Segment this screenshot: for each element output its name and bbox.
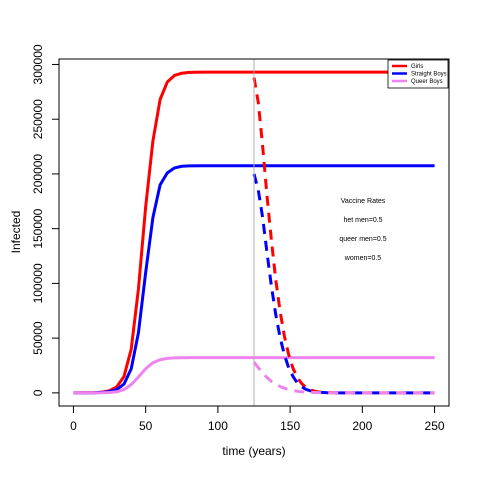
y-tick-label: 150000 [31,208,45,248]
y-tick-label: 100000 [31,263,45,303]
series-line-straight-boys-vaccinated [252,173,435,395]
annotation-line: het men=0.5 [343,217,382,224]
x-tick-label: 250 [425,419,445,433]
x-axis: 0 50 100 150 200 250 [70,405,445,433]
annotation-line: Vaccine Rates [341,198,386,205]
y-tick-label: 200000 [31,154,45,194]
x-axis-title: time (years) [222,444,285,458]
vaccine-rates-annotation: Vaccine Rates het men=0.5 queer men=0.5 wom… [339,198,386,262]
x-tick-label: 0 [70,419,77,433]
x-tick-label: 150 [280,419,300,433]
y-tick-label: 50000 [31,321,45,355]
x-tick-label: 200 [352,419,372,433]
annotation-line: queer men=0.5 [339,236,386,243]
series-layer [73,70,435,395]
legend-label: Girls [411,64,423,70]
y-tick-label: 250000 [31,99,45,139]
x-tick-label: 50 [139,419,153,433]
y-tick-label: 300000 [31,44,45,84]
legend-label: Straight Boys [411,72,447,78]
y-axis-title: Infected [9,211,23,254]
legend-label: Queer Boys [411,79,443,85]
series-line-girls-vaccinated [252,77,435,395]
y-tick-label: 0 [31,389,45,396]
annotation-line: women=0.5 [344,255,381,262]
series-line-queer-boys-vaccinated [252,361,435,395]
series-line-queer-boys [73,356,435,395]
y-axis: 0 50000 100000 150000 200000 250000 300000 [31,44,60,396]
x-tick-label: 100 [208,419,228,433]
